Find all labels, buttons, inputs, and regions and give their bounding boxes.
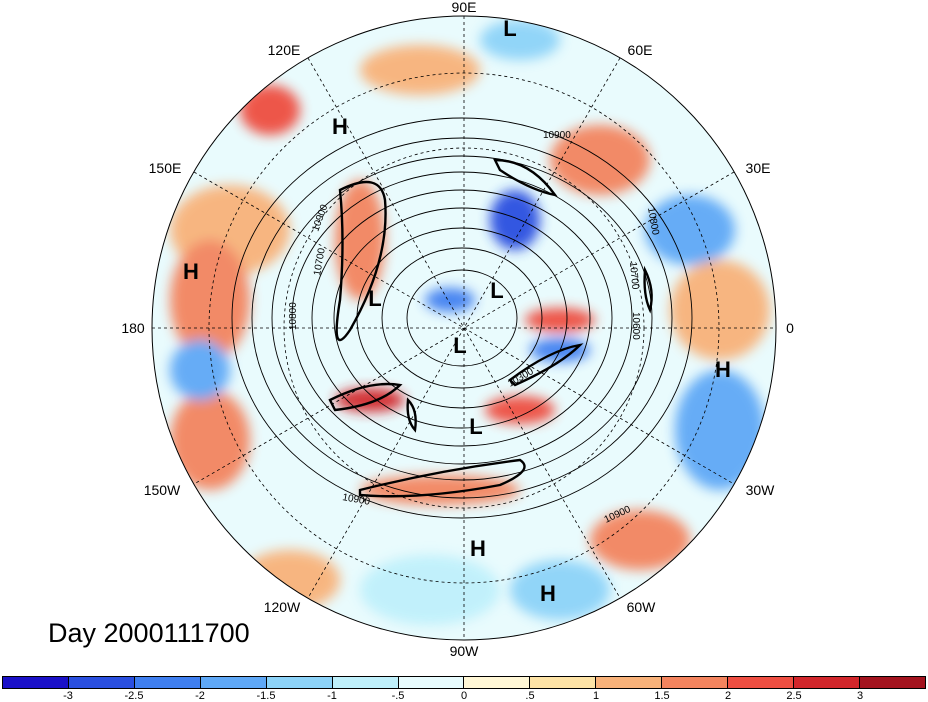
- contour-label: 10700: [627, 261, 640, 290]
- colorbar-tick-label: 2: [724, 690, 732, 702]
- colorbar-tick-label: 2.5: [786, 690, 802, 702]
- colorbar: [2, 676, 926, 689]
- low-center-label: L: [503, 16, 516, 41]
- colorbar-swatch: [68, 677, 135, 688]
- colorbar-swatch: [266, 677, 333, 688]
- high-center-label: H: [470, 536, 486, 561]
- contour-label: 10600: [630, 312, 641, 340]
- high-center-label: H: [540, 581, 556, 606]
- lon-label: 90E: [452, 0, 477, 15]
- longitude-labels: 90E 60E 30E 0 30W 60W 90W 120W 150W 180 …: [121, 0, 794, 659]
- colorbar-swatch: [596, 677, 663, 688]
- lon-label: 150E: [149, 160, 182, 176]
- colorbar-swatch: [728, 677, 795, 688]
- lon-label: 120W: [264, 599, 301, 615]
- colorbar-tick-labels: -3 -2.5 -2 -1.5 -1 -.5 0 .5 1 1.5 2 2.5 3: [2, 690, 926, 702]
- lon-label: 90W: [450, 643, 480, 659]
- contour-label: 10700: [312, 247, 328, 277]
- low-center-label: L: [453, 333, 466, 358]
- lon-label: 150W: [144, 482, 181, 498]
- colorbar-swatch: [134, 677, 201, 688]
- colorbar-tick-label: .5: [525, 690, 535, 702]
- colorbar-swatch: [662, 677, 729, 688]
- lon-label: 180: [121, 320, 145, 336]
- lon-label: 60E: [628, 42, 653, 58]
- contour-label: 10900: [543, 130, 571, 141]
- colorbar-tick-label: -3: [63, 690, 73, 702]
- high-center-label: H: [332, 114, 348, 139]
- contour-label: 10900: [341, 492, 371, 508]
- colorbar-swatch: [464, 677, 531, 688]
- date-title: Day 2000111700: [48, 618, 250, 648]
- lon-label: 60W: [627, 599, 657, 615]
- colorbar-tick-label: 1: [592, 690, 600, 702]
- lon-label: 120E: [268, 42, 301, 58]
- low-center-label: L: [490, 278, 503, 303]
- colorbar-tick-label: -2: [195, 690, 205, 702]
- colorbar-swatch: [200, 677, 267, 688]
- low-center-label: L: [469, 414, 482, 439]
- colorbar-tick-label: 3: [856, 690, 864, 702]
- colorbar-swatch: [398, 677, 465, 688]
- colorbar-swatch: [859, 677, 925, 688]
- colorbar-tick-label: -1: [327, 690, 337, 702]
- high-center-label: H: [715, 357, 731, 382]
- colorbar-swatch: [332, 677, 399, 688]
- lon-label: 0: [786, 320, 794, 336]
- colorbar-swatch: [3, 677, 69, 688]
- graticule: [152, 16, 776, 640]
- colorbar-tick-label: 1.5: [654, 690, 670, 702]
- colorbar-swatch: [530, 677, 597, 688]
- lon-label: 30W: [746, 482, 776, 498]
- high-center-label: H: [183, 259, 199, 284]
- contour-label: 10800: [288, 302, 299, 330]
- colorbar-tick-label: -1.5: [256, 690, 276, 702]
- jet-contours: [328, 158, 653, 498]
- colorbar-tick-label: -2.5: [124, 690, 144, 702]
- pressure-centers: L L L L L H H H H H: [183, 16, 731, 606]
- map-boundary: [151, 15, 777, 641]
- colorbar-tick-label: -.5: [391, 690, 405, 702]
- contour-label: 10800: [645, 207, 661, 237]
- colorbar-tick-label: 0: [460, 690, 468, 702]
- colorbar-swatch: [794, 677, 860, 688]
- low-center-label: L: [368, 286, 381, 311]
- lon-label: 30E: [746, 160, 771, 176]
